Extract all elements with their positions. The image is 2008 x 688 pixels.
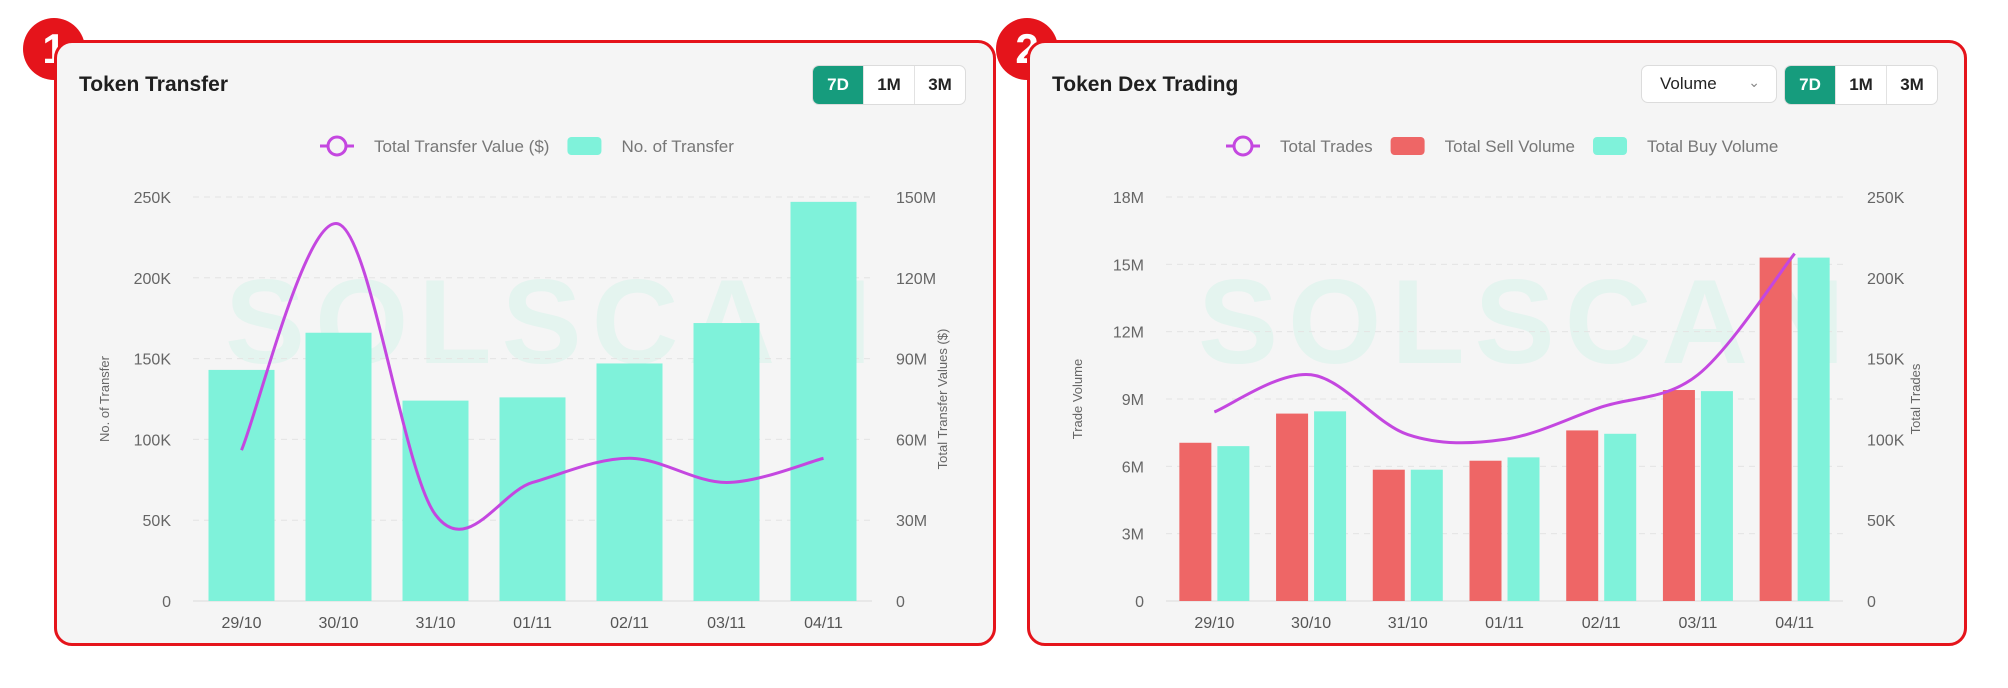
token-dex-trading-chart: SOLSCAN 0 3M 6M 9M 12M 15M 18M 0 50K 100K 150K 200K 2… <box>1070 135 1923 632</box>
left-axis-title: Trade Volume <box>1070 359 1085 439</box>
right-tick-label: 150M <box>896 190 936 207</box>
bar-total-buy-volume <box>1604 433 1637 601</box>
bar-no-of-transfer <box>499 397 566 601</box>
token-transfer-card: Token Transfer 7D 1M 3M SOLSCAN 0 50K 100K 1… <box>54 40 996 646</box>
x-tick-label: 01/11 <box>513 615 552 632</box>
left-axis-title: No. of Transfer <box>97 355 112 442</box>
right-tick-label: 0 <box>896 594 905 611</box>
dropdown-value: Volume <box>1660 74 1717 93</box>
token-dex-trading-card: Token Dex Trading Volume ⌄ 7D 1M 3M SOLS… <box>1027 40 1967 646</box>
x-tick-label: 30/10 <box>1291 615 1331 632</box>
range-7d-button[interactable]: 7D <box>813 66 863 104</box>
left-tick-label: 50K <box>143 513 172 530</box>
x-tick-label: 31/10 <box>415 615 455 632</box>
legend-bar-swatch <box>567 137 602 155</box>
legend-label: Total Transfer Value ($) <box>374 137 549 156</box>
right-tick-label: 90M <box>896 352 927 369</box>
x-tick-label: 04/11 <box>1775 615 1814 632</box>
x-tick-label: 01/11 <box>1485 615 1524 632</box>
right-tick-label: 100K <box>1867 432 1905 449</box>
right-tick-label: 120M <box>896 271 936 288</box>
right-tick-label: 50K <box>1867 513 1896 530</box>
left-tick-label: 0 <box>162 594 171 611</box>
bar-total-buy-volume <box>1410 469 1443 601</box>
bar-total-sell-volume <box>1759 257 1792 601</box>
bar-no-of-transfer <box>208 369 275 601</box>
legend-label: Total Trades <box>1280 137 1373 156</box>
x-tick-label: 04/11 <box>804 615 843 632</box>
x-tick-label: 02/11 <box>610 615 649 632</box>
left-tick-label: 12M <box>1113 325 1144 342</box>
series-line-total-trades <box>1213 252 1796 445</box>
right-tick-label: 0 <box>1867 594 1876 611</box>
bar-total-buy-volume <box>1217 446 1250 601</box>
right-tick-label: 60M <box>896 432 927 449</box>
legend-label: Total Sell Volume <box>1445 137 1575 156</box>
left-tick-label: 250K <box>134 190 172 207</box>
left-tick-label: 0 <box>1135 594 1144 611</box>
x-tick-label: 30/10 <box>318 615 358 632</box>
bar-no-of-transfer <box>790 201 857 601</box>
bar-no-of-transfer <box>693 323 760 601</box>
bar-no-of-transfer <box>596 363 663 601</box>
x-tick-label: 29/10 <box>1194 615 1234 632</box>
range-3m-button[interactable]: 3M <box>914 66 965 104</box>
legend-line-marker <box>1232 135 1254 157</box>
chevron-down-icon: ⌄ <box>1748 74 1760 90</box>
right-tick-label: 250K <box>1867 190 1905 207</box>
bar-total-buy-volume <box>1314 411 1347 601</box>
bar-total-buy-volume <box>1700 391 1733 601</box>
legend-bar-swatch <box>1390 137 1425 155</box>
bar-total-sell-volume <box>1469 460 1502 601</box>
series-line-total-transfer-value- <box>240 222 824 531</box>
bar-total-sell-volume <box>1276 413 1309 601</box>
right-axis-title: Total Transfer Values ($) <box>935 329 950 470</box>
range-selector: 7D 1M 3M <box>1784 65 1938 105</box>
token-transfer-chart: SOLSCAN050K100K150K200K250K030M60M90M120… <box>97 135 950 632</box>
left-tick-label: 100K <box>134 432 172 449</box>
range-7d-button[interactable]: 7D <box>1785 66 1835 104</box>
bar-no-of-transfer <box>402 400 469 601</box>
x-tick-label: 02/11 <box>1582 615 1621 632</box>
right-tick-label: 200K <box>1867 271 1905 288</box>
bar-total-sell-volume <box>1179 442 1212 601</box>
left-tick-label: 15M <box>1113 257 1144 274</box>
bar-total-sell-volume <box>1372 469 1405 601</box>
range-3m-button[interactable]: 3M <box>1886 66 1937 104</box>
legend-label: Total Buy Volume <box>1647 137 1778 156</box>
x-tick-label: 29/10 <box>221 615 261 632</box>
legend-bar-swatch <box>1593 137 1628 155</box>
bar-total-buy-volume <box>1797 257 1830 601</box>
right-axis-title: Total Trades <box>1908 363 1923 434</box>
legend-label: No. of Transfer <box>621 137 734 156</box>
x-tick-label: 03/11 <box>1678 615 1717 632</box>
left-tick-label: 6M <box>1122 459 1144 476</box>
left-tick-label: 200K <box>134 271 172 288</box>
range-1m-button[interactable]: 1M <box>863 66 914 104</box>
right-tick-label: 30M <box>896 513 927 530</box>
bar-total-buy-volume <box>1507 457 1540 601</box>
legend-line-marker <box>326 135 348 157</box>
bar-total-sell-volume <box>1566 430 1599 601</box>
bar-no-of-transfer <box>305 332 372 601</box>
left-tick-label: 150K <box>134 352 172 369</box>
left-tick-label: 18M <box>1113 190 1144 207</box>
left-tick-label: 9M <box>1122 392 1144 409</box>
card-title: Token Dex Trading <box>1052 73 1239 96</box>
metric-dropdown[interactable]: Volume ⌄ <box>1641 65 1777 103</box>
range-selector: 7D 1M 3M <box>812 65 966 105</box>
watermark-logo: SOLSCAN <box>1198 255 1855 389</box>
range-1m-button[interactable]: 1M <box>1835 66 1886 104</box>
x-tick-label: 31/10 <box>1388 615 1428 632</box>
left-tick-label: 3M <box>1122 527 1144 544</box>
bar-total-sell-volume <box>1662 390 1695 601</box>
x-tick-label: 03/11 <box>707 615 746 632</box>
card-title: Token Transfer <box>79 73 228 96</box>
right-tick-label: 150K <box>1867 352 1905 369</box>
